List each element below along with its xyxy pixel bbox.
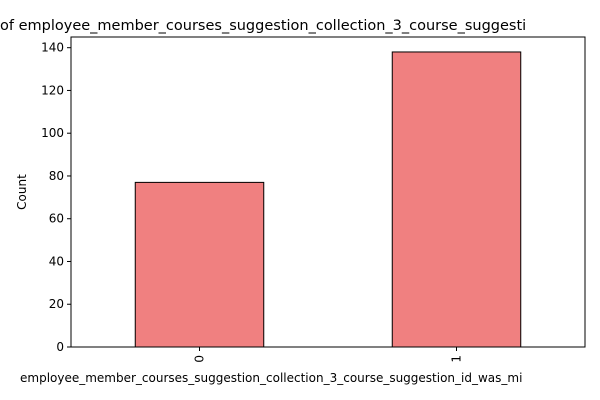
x-tick-label: 1 — [450, 355, 464, 363]
plot-frame — [70, 36, 586, 348]
x-axis-label: employee_member_courses_suggestion_colle… — [20, 371, 522, 385]
y-tick-label: 120 — [41, 83, 64, 97]
y-tick-label: 0 — [56, 340, 64, 354]
bar-0 — [134, 181, 265, 348]
y-tick-label: 140 — [41, 41, 64, 55]
chart-title: of employee_member_courses_suggestion_co… — [0, 18, 526, 34]
bar-1 — [391, 51, 522, 348]
y-tick-label: 80 — [49, 169, 64, 183]
x-tick-label: 0 — [193, 355, 207, 363]
y-axis-label: Count — [15, 174, 29, 210]
y-tick-label: 20 — [49, 297, 64, 311]
y-tick-label: 100 — [41, 126, 64, 140]
y-tick-label: 60 — [49, 212, 64, 226]
y-axis-ticks: 0 20 40 60 80 100 120 140 — [41, 41, 71, 354]
bars — [134, 51, 522, 348]
y-tick-label: 40 — [49, 254, 64, 268]
